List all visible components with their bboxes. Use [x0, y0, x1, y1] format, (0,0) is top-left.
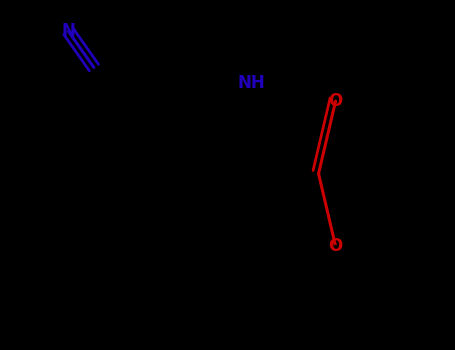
Text: O: O — [329, 237, 343, 255]
Text: NH: NH — [237, 74, 265, 92]
Text: N: N — [61, 22, 76, 40]
Text: O: O — [329, 92, 343, 110]
